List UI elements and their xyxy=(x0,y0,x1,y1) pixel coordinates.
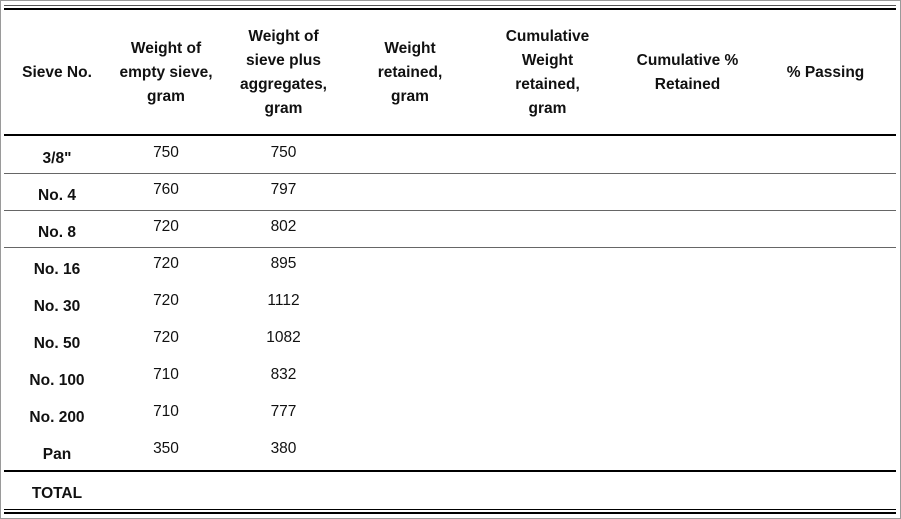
weight-cell: 710 xyxy=(153,366,179,384)
weight-cell: 380 xyxy=(270,440,297,458)
weight-cell: 832 xyxy=(270,366,297,384)
weight-cell: 797 xyxy=(270,180,297,198)
weight-cell: 750 xyxy=(270,143,297,161)
weight-cell: 350 xyxy=(153,440,179,458)
header-cell: Cumulative Weight retained, gram xyxy=(505,28,590,117)
rule xyxy=(4,8,896,10)
header-cell: % Passing xyxy=(786,64,865,81)
weight-cell: 1112 xyxy=(267,291,300,309)
sieve-label: No. 30 xyxy=(33,297,81,315)
weight-cell: 720 xyxy=(153,254,179,272)
weight-cell: 777 xyxy=(270,403,297,421)
sieve-label: 3/8" xyxy=(42,149,72,167)
weight-cell: 802 xyxy=(270,217,297,235)
row-line xyxy=(4,173,896,175)
header-cell: Sieve No. xyxy=(22,64,92,81)
sieve-label: No. 100 xyxy=(29,372,85,390)
row-line xyxy=(4,210,896,212)
weight-cell: 760 xyxy=(153,180,179,198)
rule xyxy=(4,469,896,472)
weight-cell: 750 xyxy=(153,143,179,161)
sieve-label: Pan xyxy=(42,446,72,464)
rule xyxy=(4,5,896,6)
rule xyxy=(4,509,896,510)
weight-cell: 1082 xyxy=(266,329,301,347)
header-cell: Weight retained, gram xyxy=(377,40,443,105)
weight-cell: 720 xyxy=(153,329,179,347)
sieve-label: No. 16 xyxy=(33,260,81,278)
sieve-label: No. 200 xyxy=(29,409,85,427)
weight-cell: 720 xyxy=(153,291,179,309)
header-cell: Weight of sieve plus aggregates, gram xyxy=(239,28,327,117)
header-cell: Weight of empty sieve, gram xyxy=(119,40,213,105)
total-label: TOTAL xyxy=(31,484,83,502)
rule xyxy=(4,512,896,514)
header-cell: Cumulative % Retained xyxy=(636,52,739,93)
sieve-label: No. 50 xyxy=(33,335,81,353)
weight-cell: 895 xyxy=(270,254,297,272)
weight-cell: 720 xyxy=(153,217,179,235)
sieve-label: No. 8 xyxy=(38,223,76,241)
rule xyxy=(4,134,896,136)
sieve-label: No. 4 xyxy=(38,186,76,204)
weight-cell: 710 xyxy=(153,403,179,421)
row-line xyxy=(4,247,896,249)
